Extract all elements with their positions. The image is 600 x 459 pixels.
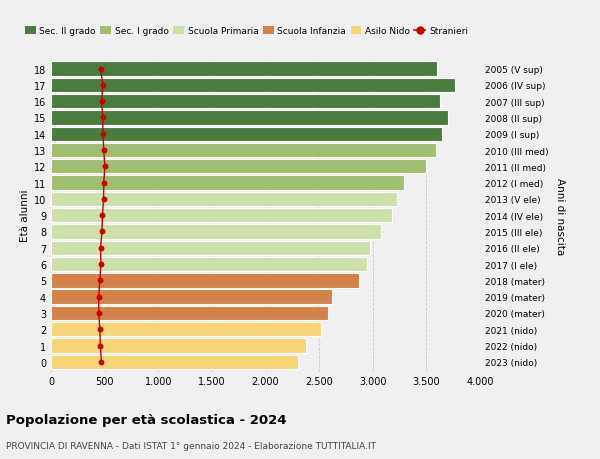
Y-axis label: Età alunni: Età alunni: [20, 190, 29, 242]
Point: [97, 358, 106, 366]
Point: [97, 228, 107, 235]
Bar: [51, 208, 392, 223]
Point: [96, 66, 106, 73]
Bar: [51, 160, 427, 174]
Point: [99, 179, 109, 187]
Bar: [51, 306, 328, 320]
Bar: [51, 192, 397, 207]
Bar: [51, 127, 442, 141]
Point: [100, 163, 110, 171]
Point: [98, 131, 108, 138]
Point: [99, 147, 109, 154]
Bar: [51, 290, 332, 304]
Point: [97, 98, 106, 106]
Point: [98, 82, 107, 90]
Point: [94, 293, 104, 301]
Point: [96, 261, 106, 268]
Y-axis label: Anni di nascita: Anni di nascita: [555, 177, 565, 254]
Bar: [51, 322, 321, 336]
Point: [94, 309, 104, 317]
Bar: [51, 62, 437, 77]
Point: [96, 245, 106, 252]
Bar: [51, 144, 436, 158]
Legend: Sec. II grado, Sec. I grado, Scuola Primaria, Scuola Infanzia, Asilo Nido, Stran: Sec. II grado, Sec. I grado, Scuola Prim…: [21, 23, 472, 40]
Point: [99, 196, 109, 203]
Text: Popolazione per età scolastica - 2024: Popolazione per età scolastica - 2024: [6, 413, 287, 426]
Point: [95, 277, 104, 285]
Text: PROVINCIA DI RAVENNA - Dati ISTAT 1° gennaio 2024 - Elaborazione TUTTITALIA.IT: PROVINCIA DI RAVENNA - Dati ISTAT 1° gen…: [6, 441, 376, 450]
Bar: [51, 274, 359, 288]
Bar: [51, 257, 367, 272]
Bar: [51, 111, 448, 125]
Bar: [51, 176, 404, 190]
Point: [95, 342, 105, 349]
Bar: [51, 225, 382, 239]
Bar: [51, 241, 370, 255]
Point: [98, 114, 107, 122]
Bar: [51, 355, 298, 369]
Bar: [51, 78, 455, 93]
Bar: [51, 339, 306, 353]
Point: [98, 212, 107, 219]
Bar: [51, 95, 440, 109]
Point: [95, 326, 104, 333]
